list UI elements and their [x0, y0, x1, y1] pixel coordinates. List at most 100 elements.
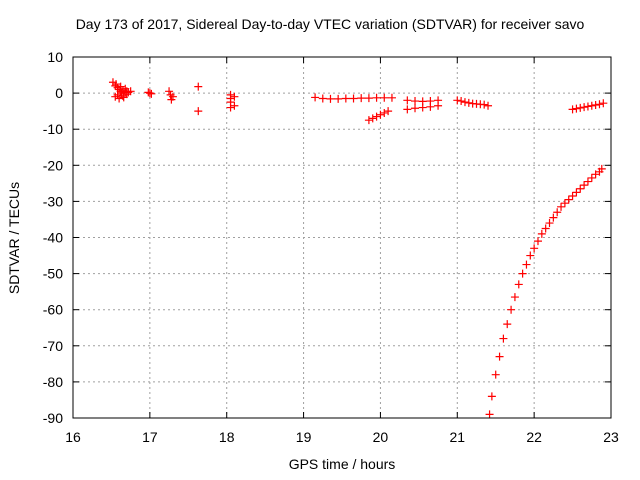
data-point — [533, 237, 542, 246]
data-point — [537, 229, 546, 238]
data-point — [487, 392, 496, 401]
data-point — [434, 101, 443, 110]
data-point — [568, 105, 577, 114]
series-cluster-16.6 — [108, 78, 135, 103]
data-point — [372, 93, 381, 102]
series-arc-22.5-22.9 — [568, 99, 608, 114]
data-point — [587, 173, 596, 182]
data-point — [194, 82, 203, 91]
data-point — [491, 370, 500, 379]
series-cluster-17.0 — [144, 88, 156, 98]
data-point — [112, 80, 121, 89]
series-cluster-17.3 — [165, 87, 177, 104]
y-tick-label: -30 — [43, 193, 63, 209]
y-tick-label: -90 — [43, 410, 63, 426]
data-point — [147, 89, 156, 98]
data-point — [526, 251, 535, 260]
data-point — [549, 213, 558, 222]
data-point — [464, 98, 473, 107]
data-point — [457, 97, 466, 106]
data-point — [349, 94, 358, 103]
data-point — [560, 199, 569, 208]
data-point — [117, 89, 126, 98]
data-point — [230, 92, 239, 101]
data-point — [484, 101, 493, 110]
data-point — [384, 107, 393, 116]
x-tick-label: 22 — [526, 429, 542, 445]
data-point — [145, 89, 154, 98]
data-point — [545, 219, 554, 228]
y-tick-label: -50 — [43, 266, 63, 282]
data-point — [167, 95, 176, 104]
data-point — [403, 96, 412, 105]
data-point — [599, 99, 608, 108]
data-point — [230, 101, 239, 110]
data-point — [572, 104, 581, 113]
data-point — [568, 191, 577, 200]
x-tick-label: 20 — [373, 429, 389, 445]
data-point — [587, 101, 596, 110]
data-point — [372, 112, 381, 121]
data-point — [583, 102, 592, 111]
data-point — [522, 260, 531, 269]
data-point — [591, 101, 600, 110]
x-tick-label: 19 — [296, 429, 312, 445]
data-point — [564, 195, 573, 204]
series-curve-21.4-22.9 — [485, 164, 606, 419]
data-point — [403, 105, 412, 114]
data-point — [576, 103, 585, 112]
data-point — [503, 320, 512, 329]
data-point — [318, 94, 327, 103]
data-point — [364, 116, 373, 125]
data-point — [507, 305, 516, 314]
data-point — [595, 100, 604, 109]
data-point — [530, 244, 539, 253]
x-axis-label: GPS time / hours — [288, 456, 396, 472]
y-tick-label: -70 — [43, 338, 63, 354]
data-point — [113, 90, 122, 99]
data-point — [480, 100, 489, 109]
data-point — [541, 224, 550, 233]
series-arc-19.8-20.1 — [364, 107, 393, 125]
data-point — [557, 202, 566, 211]
data-point — [226, 103, 235, 112]
data-point — [426, 102, 435, 111]
data-point — [411, 97, 420, 106]
data-point — [580, 103, 589, 112]
data-point — [510, 293, 519, 302]
data-point — [357, 94, 366, 103]
series-cluster-17.6 — [194, 82, 203, 116]
data-point — [380, 108, 389, 117]
data-point — [334, 94, 343, 103]
data-point — [376, 110, 385, 119]
data-point — [194, 107, 203, 116]
y-tick-label: -80 — [43, 374, 63, 390]
data-point — [583, 177, 592, 186]
data-point — [116, 82, 125, 91]
data-point — [341, 94, 350, 103]
series-arc-20.3-20.8 — [403, 96, 443, 114]
y-axis: 10 0 -10 -20 -30 -40 -50 -60 -70 -80 -90 — [43, 49, 611, 426]
y-tick-label: -20 — [43, 157, 63, 173]
data-points — [108, 78, 608, 419]
chart-title: Day 173 of 2017, Sidereal Day-to-day VTE… — [75, 16, 585, 32]
data-point — [597, 164, 606, 173]
data-point — [411, 104, 420, 113]
x-tick-label: 23 — [603, 429, 619, 445]
data-point — [368, 114, 377, 123]
data-point — [311, 93, 320, 102]
data-point — [387, 93, 396, 102]
data-point — [453, 96, 462, 105]
data-point — [518, 269, 527, 278]
data-point — [119, 93, 128, 102]
x-tick-label: 16 — [65, 429, 81, 445]
y-tick-label: -60 — [43, 302, 63, 318]
data-point — [460, 98, 469, 107]
data-point — [485, 410, 494, 419]
y-tick-label: 0 — [55, 85, 63, 101]
data-point — [499, 334, 508, 343]
y-tick-label: 10 — [47, 49, 63, 65]
data-point — [553, 208, 562, 217]
data-point — [326, 94, 335, 103]
